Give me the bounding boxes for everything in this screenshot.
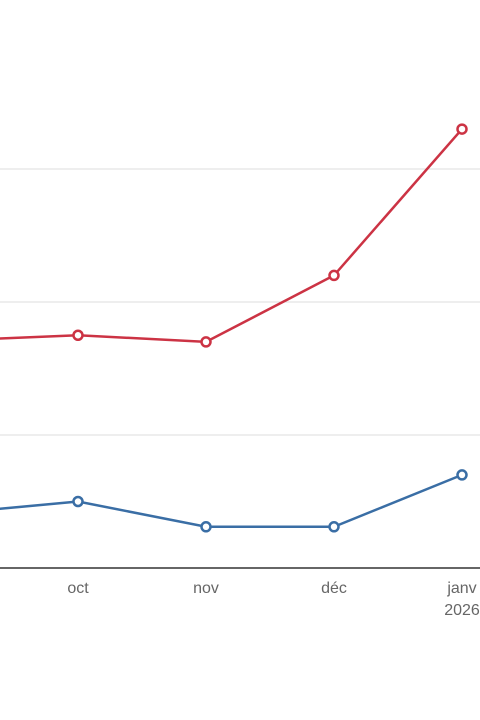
line	[0, 473, 463, 529]
point	[328, 521, 340, 533]
point	[72, 495, 84, 508]
x-tick-sublabel: 2026	[444, 602, 480, 619]
line	[0, 128, 463, 344]
point	[200, 336, 212, 348]
x-tick-label: déc	[321, 580, 347, 597]
point	[456, 123, 468, 135]
x-tick-label: nov	[193, 580, 219, 597]
x-tick-label: janv	[446, 580, 476, 597]
point	[200, 521, 212, 533]
point	[456, 469, 468, 481]
x-tick-label: oct	[67, 580, 89, 597]
point	[328, 269, 340, 282]
point	[72, 329, 84, 341]
